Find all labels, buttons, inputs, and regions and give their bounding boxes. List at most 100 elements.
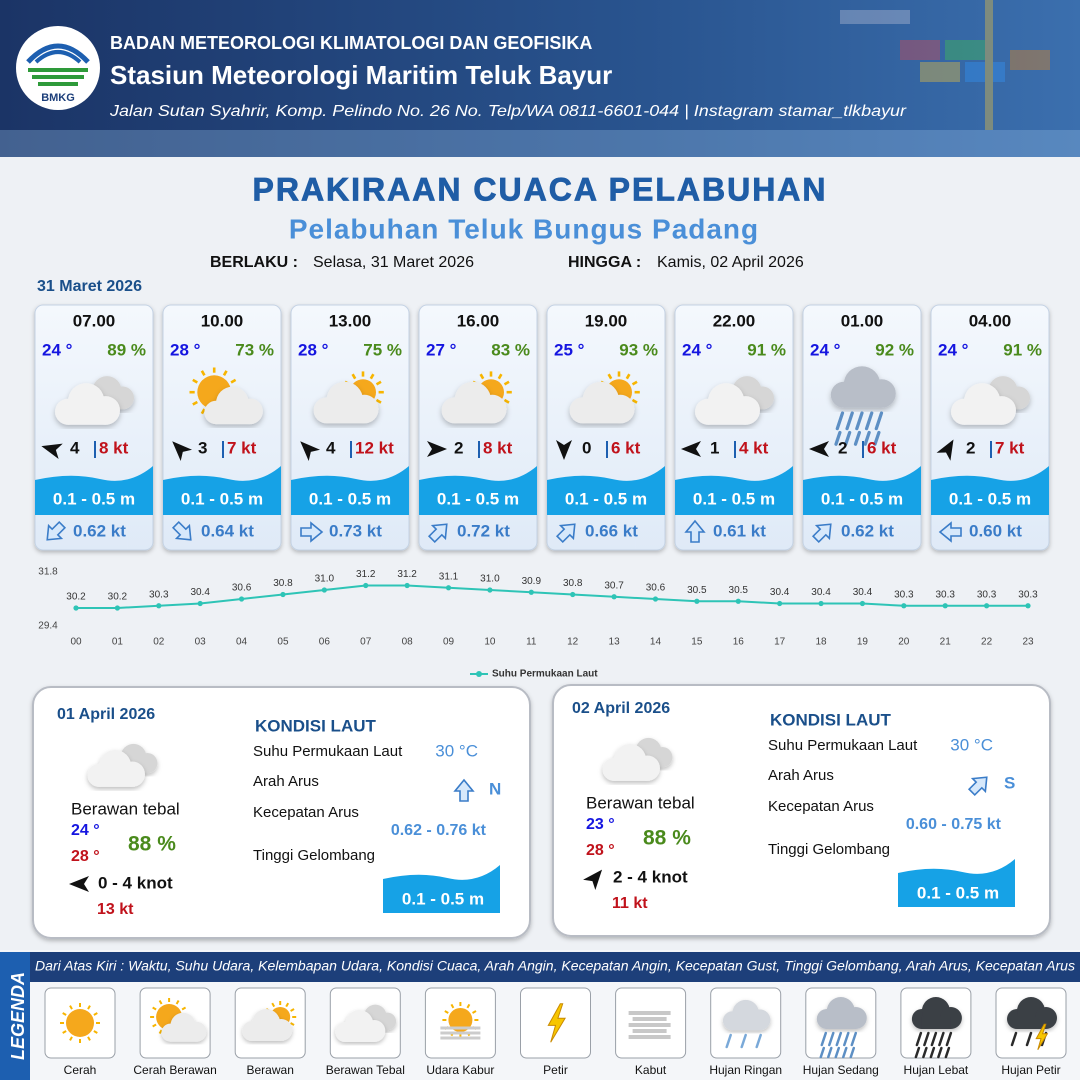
station: Stasiun Meteorologi Maritim Teluk Bayur <box>110 60 612 90</box>
point <box>280 591 286 598</box>
value-label: 30.4 <box>811 587 831 598</box>
header-decor <box>0 0 1080 157</box>
current-speed: 0.73 kt <box>329 521 382 540</box>
weather-icon <box>87 743 158 787</box>
sun-disc <box>448 1008 473 1032</box>
rain <box>853 430 862 446</box>
cloud <box>55 383 120 425</box>
humidity: 83 % <box>491 340 530 359</box>
weather-icon <box>816 997 867 1059</box>
rain <box>938 1031 945 1047</box>
wave <box>675 466 793 515</box>
validity-from-label: BERLAKU : <box>210 254 298 271</box>
cloud <box>569 381 635 424</box>
header-bg <box>0 0 1080 157</box>
current-arrow <box>811 523 832 544</box>
point <box>777 600 783 607</box>
weather-icon <box>722 999 771 1049</box>
humidity: 89 % <box>107 340 146 359</box>
wind-speed: 4 <box>326 438 336 457</box>
current-arrow <box>171 520 192 541</box>
sun-ray <box>222 370 228 376</box>
gust: 11 kt <box>612 895 648 912</box>
weather-icon <box>242 1001 297 1041</box>
current-dir: N <box>489 779 501 798</box>
day-panel <box>32 686 531 939</box>
point <box>528 589 534 595</box>
current-arrow <box>453 778 475 802</box>
x-tick-label: 03 <box>195 637 207 648</box>
cloud <box>161 1012 207 1042</box>
wind-speed: 1 <box>710 438 719 457</box>
wave-height: 0.1 - 0.5 m <box>402 889 484 908</box>
rain <box>725 1033 732 1049</box>
wave <box>291 466 409 515</box>
sun-ray <box>625 373 631 380</box>
rain <box>914 1046 921 1059</box>
cloud <box>87 750 145 787</box>
wind-arrow <box>300 441 321 462</box>
point <box>901 603 907 609</box>
value-label: 30.8 <box>563 578 583 589</box>
time: 19.00 <box>585 311 628 330</box>
current-arrow <box>46 520 67 541</box>
point <box>694 598 700 604</box>
legend-item-label: Cerah Berawan <box>133 1063 216 1077</box>
current-arrow <box>427 523 448 544</box>
x-tick-label: 18 <box>815 637 827 648</box>
date: 01 April 2026 <box>57 706 155 723</box>
crane <box>985 0 993 140</box>
sun-ray <box>152 1023 157 1028</box>
cloud-part <box>921 1017 951 1029</box>
wave <box>35 466 153 515</box>
rain <box>937 1046 943 1059</box>
wave <box>547 466 665 515</box>
weather-icon <box>440 1002 481 1040</box>
wind: 2 - 4 knot <box>613 867 688 886</box>
time: 04.00 <box>969 311 1012 330</box>
point <box>652 596 659 602</box>
sun-ray <box>375 398 382 404</box>
cloud-part <box>99 773 133 787</box>
rain <box>873 430 881 446</box>
value-label: 30.3 <box>894 589 914 600</box>
legend-label: Suhu Permukaan Laut <box>492 669 598 680</box>
current-speed: 0.60 kt <box>969 521 1022 540</box>
cloud <box>602 744 660 781</box>
time: 01.00 <box>841 311 884 330</box>
agency: BADAN METEOROLOGI KLIMATOLOGI DAN GEOFIS… <box>110 33 592 53</box>
x-tick-label: 21 <box>940 637 952 648</box>
x-tick-label: 12 <box>567 637 579 648</box>
point <box>487 587 493 593</box>
legend-item-label: Hujan Lebat <box>904 1063 969 1077</box>
logo-text: BMKG <box>41 92 75 104</box>
logo-lines <box>28 68 88 86</box>
sea-title: KONDISI LAUT <box>255 716 377 735</box>
cloud <box>695 383 760 425</box>
x-tick-label: 06 <box>319 637 331 648</box>
current-speed: 0.72 kt <box>457 521 510 540</box>
rain <box>834 1046 841 1059</box>
sun-ray <box>450 1003 455 1009</box>
temperature: 24 ° <box>810 340 841 359</box>
legend-description: Dari Atas Kiri : Waktu, Suhu Udara, Kele… <box>35 959 1075 974</box>
x-tick-label: 05 <box>277 637 289 648</box>
weather-icon <box>313 371 384 424</box>
temperature: 27 ° <box>426 340 457 359</box>
day-label: 31 Maret 2026 <box>37 278 142 295</box>
value-label: 30.4 <box>190 587 210 598</box>
rain <box>835 411 845 431</box>
sun-ray <box>62 1030 67 1034</box>
x-tick-label: 22 <box>981 637 993 648</box>
wind-arrow <box>172 441 193 462</box>
current-dir-label: Arah Arus <box>253 773 319 790</box>
sun-ray <box>444 1010 449 1014</box>
cloud-part <box>708 409 746 425</box>
value-label: 31.1 <box>439 571 459 582</box>
point <box>404 582 410 589</box>
wind-arrow <box>69 876 89 892</box>
sun-ray <box>200 370 206 376</box>
rain <box>843 1031 850 1047</box>
gust: 12 kt <box>355 438 394 457</box>
